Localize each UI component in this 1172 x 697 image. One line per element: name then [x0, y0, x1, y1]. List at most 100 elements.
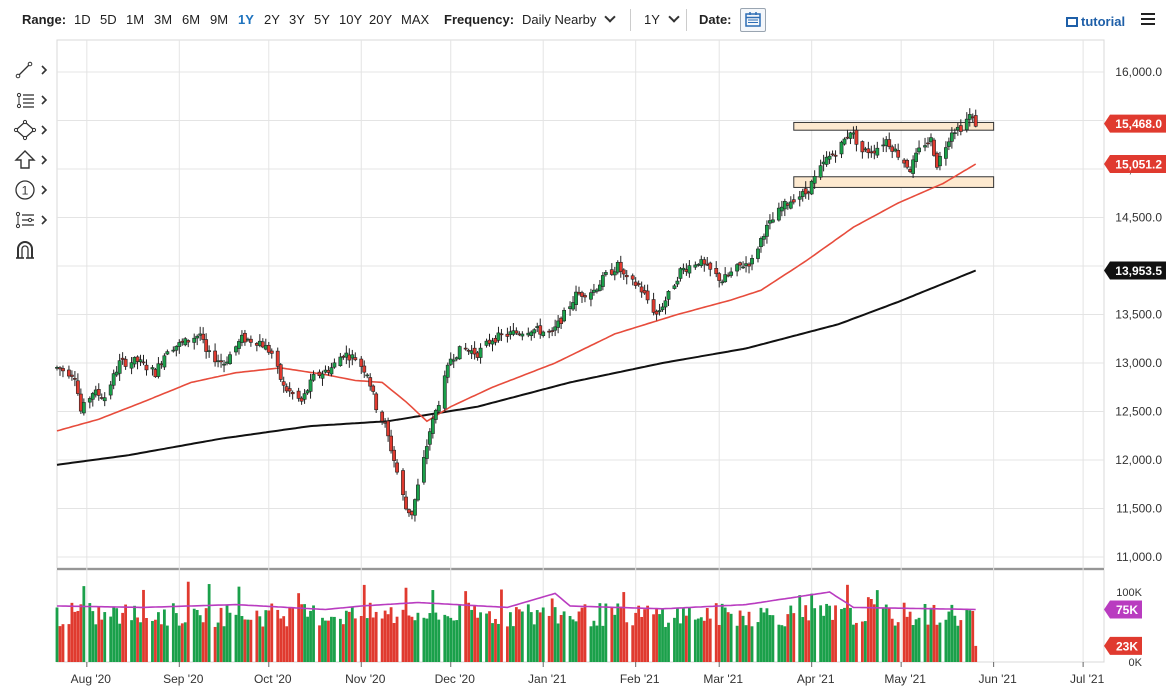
volume-bar: [112, 606, 116, 662]
volume-bar: [705, 608, 709, 662]
pattern-tool[interactable]: [12, 208, 57, 234]
date-picker-button[interactable]: [740, 8, 766, 32]
candle-body: [687, 265, 692, 274]
range-button-5d[interactable]: 5D: [100, 12, 117, 27]
volume-tick-label: 100K: [1116, 587, 1142, 599]
volume-bar: [443, 614, 447, 662]
range-label: Range:: [22, 12, 67, 27]
magnet-tool[interactable]: [12, 238, 57, 264]
candle-body: [914, 152, 918, 162]
period-dropdown[interactable]: 1Y: [644, 11, 680, 29]
volume-bar: [682, 607, 685, 662]
volume-bar: [646, 605, 650, 662]
volume-bar: [91, 611, 95, 662]
candle-body: [926, 142, 930, 145]
annotation-tool[interactable]: 1: [12, 178, 57, 204]
candle-body: [514, 330, 519, 334]
candle-body: [571, 302, 575, 310]
candle-body: [320, 373, 325, 379]
range-button-10y[interactable]: 10Y: [339, 12, 363, 27]
volume-bar: [932, 604, 936, 662]
candle-body: [129, 362, 134, 369]
line-tool[interactable]: [12, 58, 57, 84]
price-pane-frame: [56, 39, 1105, 569]
volume-bar: [234, 614, 238, 662]
candle-body: [350, 354, 355, 359]
volume-bar: [511, 626, 515, 662]
candle-body: [580, 292, 584, 297]
candle-body: [830, 153, 835, 156]
volume-bar: [950, 604, 954, 662]
volume-bar: [246, 619, 250, 662]
volume-bar: [341, 624, 345, 662]
range-button-20y[interactable]: 20Y: [369, 12, 393, 27]
volume-bar: [109, 616, 113, 662]
volume-bar: [661, 609, 664, 662]
range-button-1d[interactable]: 1D: [74, 12, 91, 27]
range-button-9m[interactable]: 9M: [210, 12, 229, 27]
candle-body: [958, 125, 963, 132]
candle-body: [735, 264, 740, 272]
volume-bar: [434, 612, 438, 662]
candle-body: [445, 364, 450, 378]
range-button-max[interactable]: MAX: [401, 12, 430, 27]
price-badge-1-bg: [1104, 155, 1166, 174]
volume-bar: [592, 620, 596, 662]
range-button-5y[interactable]: 5Y: [314, 12, 330, 27]
volume-bar: [291, 607, 295, 662]
volume-bar: [431, 590, 435, 662]
volume-bar: [553, 607, 557, 662]
x-tick-label: Jan '21: [528, 672, 567, 686]
volume-bar: [866, 597, 870, 662]
candle-body: [663, 300, 668, 308]
volume-bar: [228, 612, 232, 662]
volume-bar: [473, 605, 477, 662]
fibonacci-tool[interactable]: [12, 88, 57, 114]
volume-bar: [872, 604, 876, 662]
y-tick-label: 14,500.0: [1115, 211, 1162, 225]
range-button-3m[interactable]: 3M: [154, 12, 173, 27]
shape-tool-icon: [13, 119, 48, 141]
volume-bar: [601, 625, 605, 662]
x-tick-label: Oct '20: [254, 672, 292, 686]
volume-bar: [965, 609, 969, 662]
candle-body: [433, 410, 438, 420]
candle-body: [770, 219, 775, 223]
candle-body: [964, 118, 969, 131]
volume-bar: [860, 621, 864, 662]
hamburger-menu-icon[interactable]: [1141, 13, 1155, 28]
volume-bar: [634, 612, 638, 662]
volume-bar: [413, 620, 417, 662]
price-badge-2: 13,953.5: [1104, 261, 1166, 280]
volume-bar: [517, 609, 521, 662]
volume-bar: [708, 618, 712, 662]
arrow-tool[interactable]: [12, 148, 57, 174]
volume-bar: [559, 615, 563, 662]
candle-body: [529, 331, 534, 336]
range-button-1y[interactable]: 1Y: [238, 12, 254, 27]
volume-bar: [470, 609, 474, 662]
volume-tick-label: 0K: [1129, 657, 1143, 669]
volume-bar: [264, 610, 268, 662]
candle-body: [720, 281, 725, 284]
candle-body: [359, 358, 364, 367]
volume-bar: [598, 603, 602, 662]
tutorial-link[interactable]: tutorial: [1066, 14, 1125, 29]
support-zone: [793, 176, 995, 188]
range-button-2y[interactable]: 2Y: [264, 12, 280, 27]
volume-bar: [550, 598, 554, 662]
volume-bar: [285, 626, 289, 662]
volume-bar: [658, 614, 661, 662]
candle-body: [120, 357, 125, 360]
magnet-icon: [16, 241, 34, 259]
range-button-1m[interactable]: 1M: [126, 12, 145, 27]
shape-tool[interactable]: [12, 118, 57, 144]
volume-bar: [282, 616, 286, 662]
volume-bar: [541, 607, 545, 662]
range-button-3y[interactable]: 3Y: [289, 12, 305, 27]
volume-badge-bg: [1104, 600, 1142, 619]
volume-bar: [452, 620, 456, 662]
frequency-dropdown[interactable]: Daily Nearby: [522, 11, 617, 29]
range-button-6m[interactable]: 6M: [182, 12, 201, 27]
